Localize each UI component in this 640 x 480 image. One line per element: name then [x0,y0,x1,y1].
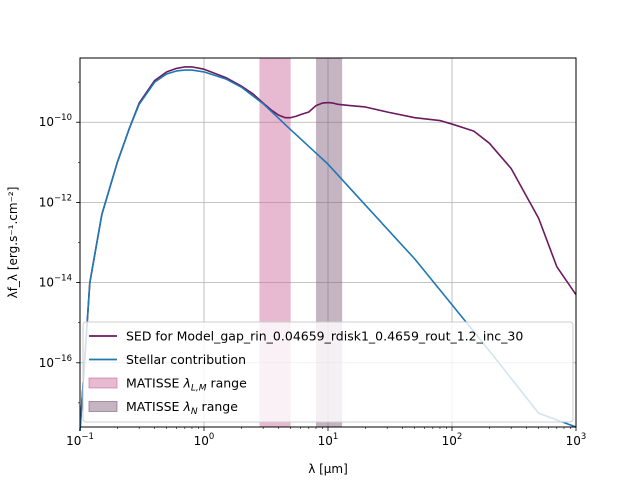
x-tick-label: 100 [194,432,215,448]
x-tick-label: 10−1 [66,432,94,448]
legend-swatch-patch [88,377,118,389]
y-tick-label: 10−12 [39,193,72,209]
legend-label: SED for Model_gap_rin_0.04659_rdisk1_0.4… [126,329,523,344]
x-axis-label: λ [μm] [308,462,348,476]
stellar-line [79,69,577,431]
y-tick-label: 10−14 [39,274,72,290]
legend-label: Stellar contribution [126,352,246,367]
legend-box [82,321,574,423]
sed-line [79,66,577,431]
legend: SED for Model_gap_rin_0.04659_rdisk1_0.4… [82,321,574,423]
x-tick-label: 101 [318,432,339,448]
y-axis-ticks: 10−16 10−14 10−12 10−10 [39,81,80,404]
y-tick-label: 10−16 [39,354,72,370]
x-axis-ticks: 10−1 100 101 102 103 [66,427,586,448]
legend-label: MATISSE λL,M range [126,376,247,394]
y-tick-label: 10−10 [39,113,72,129]
series-lines [79,66,577,431]
x-tick-label: 102 [442,432,463,448]
legend-label: MATISSE λN range [126,399,238,417]
legend-swatch-patch [88,401,118,412]
y-axis-label: λf_λ [erg.s⁻¹.cm⁻²] [6,187,20,299]
x-tick-label: 103 [566,432,587,448]
